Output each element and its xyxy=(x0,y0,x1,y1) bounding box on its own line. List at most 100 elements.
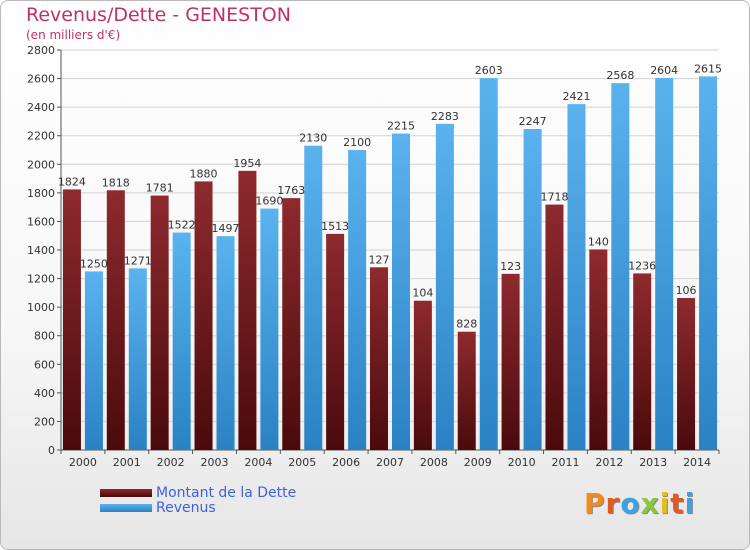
bar-revenus xyxy=(435,123,454,450)
data-label: 1513 xyxy=(321,220,349,233)
y-tick-label: 2400 xyxy=(27,101,55,114)
bar-dette xyxy=(62,189,81,450)
data-label: 1271 xyxy=(124,254,152,267)
x-tick-label: 2007 xyxy=(376,456,404,469)
data-label: 1818 xyxy=(102,176,130,189)
gridlines xyxy=(61,49,719,451)
legend-swatch-revenus xyxy=(100,504,152,512)
data-labels: 1824 1250 1818 1271 1781 1522 1880 1497 1954 1690… xyxy=(58,62,722,330)
data-label: 1781 xyxy=(146,182,174,195)
bar-dette xyxy=(501,273,520,450)
bar-revenus xyxy=(172,232,191,450)
x-tick-label: 2003 xyxy=(201,456,229,469)
bar-dette xyxy=(150,195,169,450)
x-tick-label: 2002 xyxy=(157,456,185,469)
data-label: 106 xyxy=(676,284,697,297)
data-label: 1954 xyxy=(233,157,261,170)
y-tick-label: 800 xyxy=(34,330,55,343)
legend-label-revenus: Revenus xyxy=(156,500,216,516)
bar-dette xyxy=(370,267,388,450)
bar-dette xyxy=(106,190,125,451)
bar-revenus xyxy=(128,268,147,450)
data-label: 2100 xyxy=(343,136,371,149)
data-label: 2247 xyxy=(519,115,547,128)
bar-revenus xyxy=(84,271,103,450)
data-label: 2421 xyxy=(562,90,590,103)
data-label: 2215 xyxy=(387,120,415,133)
y-tick-label: 600 xyxy=(34,358,55,371)
x-tick-label: 2000 xyxy=(69,456,97,469)
bar-dette xyxy=(194,181,213,450)
data-label: 127 xyxy=(369,253,390,266)
y-tick-label: 2000 xyxy=(27,158,55,171)
data-label: 828 xyxy=(456,318,477,331)
chart-title: Revenus/Dette - GENESTON xyxy=(26,4,291,26)
data-label: 1690 xyxy=(255,195,283,208)
bars xyxy=(62,76,718,451)
bar-dette xyxy=(633,273,652,450)
chart-subtitle: (en milliers d'€) xyxy=(26,28,121,42)
bar-revenus xyxy=(392,133,410,451)
x-tick-label: 2010 xyxy=(508,456,536,469)
data-label: 1824 xyxy=(58,175,86,188)
y-tick-label: 2600 xyxy=(27,73,55,86)
bar-dette xyxy=(282,198,301,450)
bar-dette xyxy=(326,233,345,450)
data-label: 2604 xyxy=(650,64,678,77)
data-label: 104 xyxy=(412,287,433,300)
y-tick-label: 2800 xyxy=(27,44,55,57)
data-label: 2283 xyxy=(431,110,459,123)
bar-dette xyxy=(457,331,476,450)
axes: 0 200 400 600 800 1000 1200 1400 1600 1800 2000 220… xyxy=(27,44,720,469)
y-tick-label: 1000 xyxy=(27,301,55,314)
y-tick-label: 200 xyxy=(34,415,55,428)
bar-revenus xyxy=(304,145,323,450)
data-label: 2603 xyxy=(475,64,503,77)
x-tick-label: 2012 xyxy=(595,456,623,469)
data-label: 1763 xyxy=(277,184,305,197)
x-tick-label: 2009 xyxy=(464,456,492,469)
bar-revenus xyxy=(699,76,718,450)
bar-revenus xyxy=(260,208,279,450)
legend-swatch-dette xyxy=(100,489,152,497)
bar-dette xyxy=(238,170,257,450)
y-tick-label: 1200 xyxy=(27,273,55,286)
y-tick-label: 2200 xyxy=(27,130,55,143)
x-tick-label: 2011 xyxy=(551,456,579,469)
data-label: 1250 xyxy=(80,257,108,270)
bar-revenus xyxy=(523,129,542,450)
bar-revenus xyxy=(479,78,498,451)
y-tick-label: 1600 xyxy=(27,215,55,228)
bar-revenus xyxy=(216,236,235,450)
x-tick-label: 2001 xyxy=(113,456,141,469)
bar-revenus xyxy=(611,83,630,451)
data-label: 1522 xyxy=(168,219,196,232)
data-label: 1718 xyxy=(540,191,568,204)
y-tick-label: 1800 xyxy=(27,187,55,200)
bar-dette xyxy=(413,300,432,450)
y-tick-label: 0 xyxy=(48,444,55,457)
x-tick-label: 2006 xyxy=(332,456,360,469)
data-label: 123 xyxy=(500,260,521,273)
legend-label-dette: Montant de la Dette xyxy=(156,485,297,501)
data-label: 140 xyxy=(588,235,609,248)
x-tick-label: 2013 xyxy=(639,456,667,469)
y-tick-label: 1400 xyxy=(27,244,55,257)
x-tick-label: 2008 xyxy=(420,456,448,469)
data-label: 1497 xyxy=(212,222,240,235)
x-tick-label: 2004 xyxy=(244,456,272,469)
proxiti-logo: Proxiti xyxy=(584,487,696,520)
bar-dette xyxy=(545,204,564,450)
data-label: 1880 xyxy=(190,167,218,180)
bar-revenus xyxy=(348,150,367,450)
data-label: 2568 xyxy=(606,69,634,82)
y-tick-label: 400 xyxy=(34,387,55,400)
x-tick-label: 2014 xyxy=(683,456,711,469)
data-label: 2130 xyxy=(299,132,327,145)
bar-dette xyxy=(677,298,696,450)
bar-revenus xyxy=(655,78,674,450)
bar-revenus xyxy=(567,104,586,451)
bar-dette xyxy=(589,249,608,450)
data-label: 1236 xyxy=(628,259,656,272)
